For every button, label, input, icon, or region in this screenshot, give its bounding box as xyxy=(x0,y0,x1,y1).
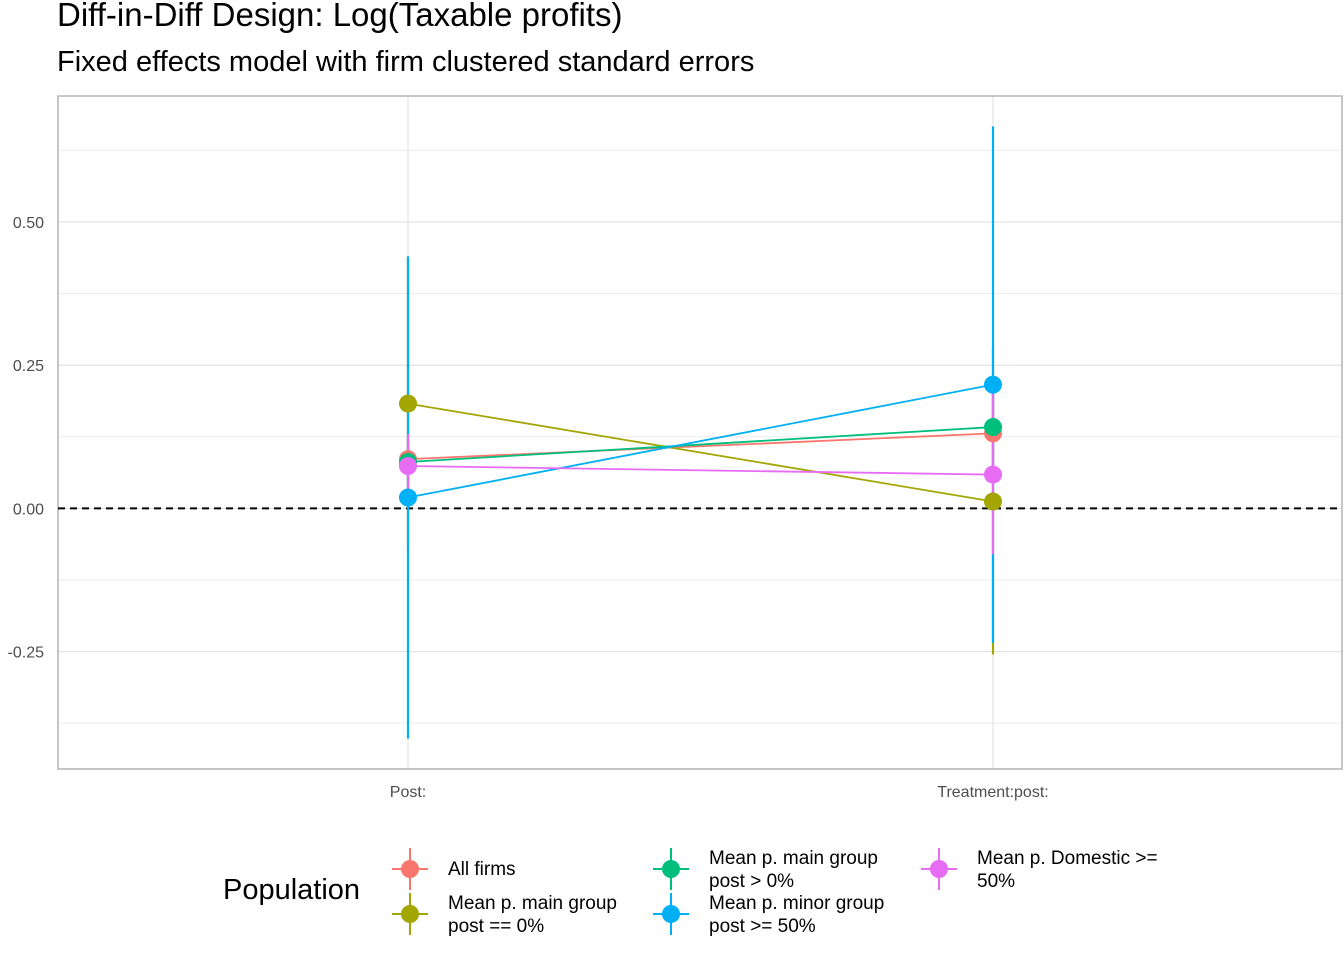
legend-key-main-group-positive xyxy=(653,848,689,890)
series-line-0 xyxy=(407,432,994,461)
legend-label-main-group-positive: Mean p. main group post > 0% xyxy=(709,848,878,892)
chart-title: Diff-in-Diff Design: Log(Taxable profits… xyxy=(57,0,623,33)
y-tick-label: -0.25 xyxy=(8,645,45,662)
legend-label-domestic: Mean p. Domestic >= 50% xyxy=(977,848,1158,892)
legend-label-minor-group: Mean p. minor group post >= 50% xyxy=(709,893,885,937)
data-point-series-2 xyxy=(984,418,1002,437)
series-line-1 xyxy=(407,402,994,503)
series-line-2 xyxy=(407,426,994,463)
legend-key-all-firms xyxy=(392,848,428,890)
chart-subtitle: Fixed effects model with firm clustered … xyxy=(57,46,755,78)
legend-key-main-group-zero xyxy=(392,893,428,935)
y-tick-label: 0.50 xyxy=(13,215,44,232)
x-tick-label: Post: xyxy=(390,784,426,801)
data-point-series-1 xyxy=(399,394,417,413)
data-point-series-3 xyxy=(984,375,1002,394)
y-tick-label: 0.00 xyxy=(13,501,44,518)
data-point-series-1 xyxy=(984,492,1002,511)
data-point-series-4 xyxy=(399,457,417,476)
x-tick-label: Treatment:post: xyxy=(937,784,1048,801)
legend-label-main-group-zero: Mean p. main group post == 0% xyxy=(448,893,617,937)
series-line-3 xyxy=(407,383,994,499)
legend-title: Population xyxy=(223,874,361,906)
y-tick-label: 0.25 xyxy=(13,358,44,375)
series-line-4 xyxy=(407,465,994,476)
legend-key-minor-group xyxy=(653,893,689,935)
legend-label-all-firms: All firms xyxy=(448,859,516,880)
legend-key-domestic xyxy=(921,848,957,890)
data-point-series-3 xyxy=(399,488,417,507)
panel-border xyxy=(57,95,1343,770)
data-point-series-4 xyxy=(984,465,1002,484)
